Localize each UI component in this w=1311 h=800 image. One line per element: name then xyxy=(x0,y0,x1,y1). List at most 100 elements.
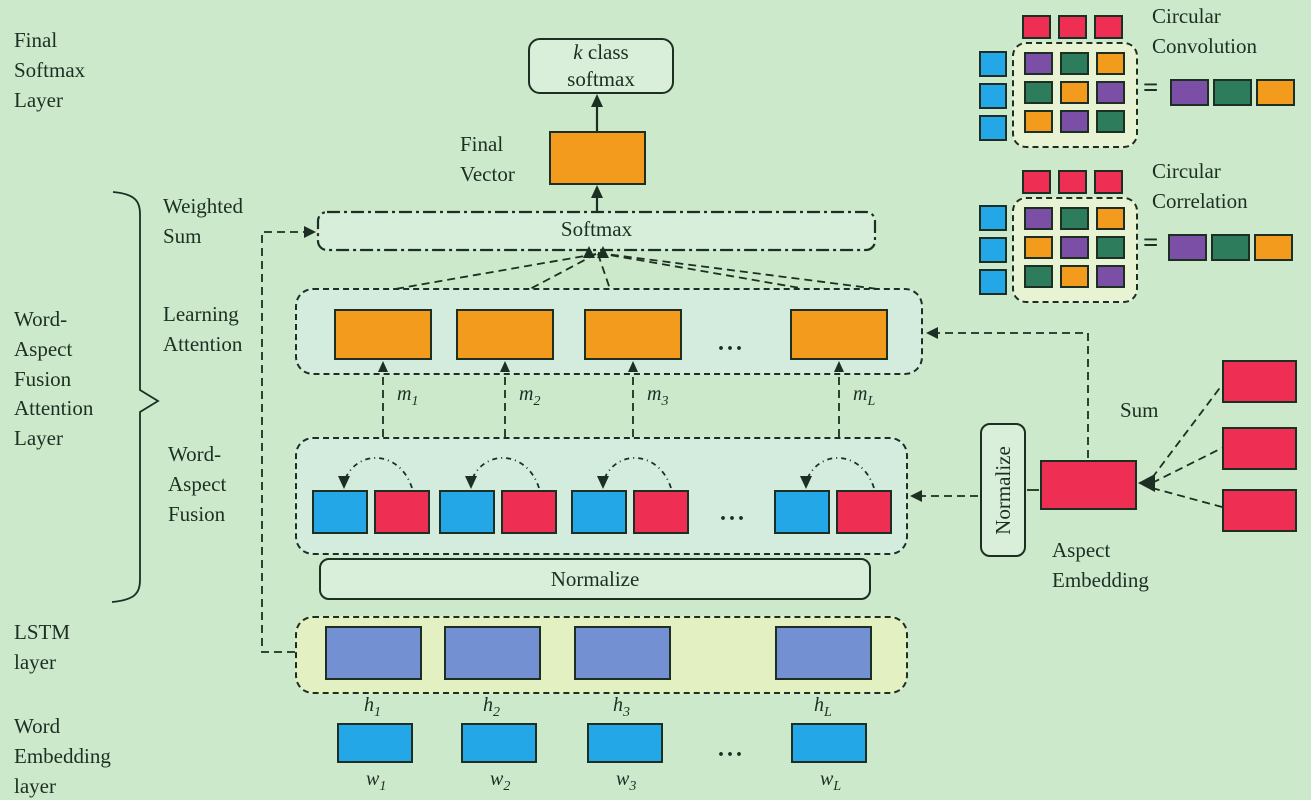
word-aspect-fusion-attention-layer-label: Word- Aspect Fusion Attention Layer xyxy=(14,307,94,451)
w3-label: w3 xyxy=(616,768,637,794)
w1-label: w1 xyxy=(366,768,387,794)
learning-attention-label: Learning Attention xyxy=(163,302,243,356)
purple-square xyxy=(1168,234,1207,261)
blue-square xyxy=(979,83,1007,109)
purple-square xyxy=(1060,110,1089,133)
attention-vector-L xyxy=(790,309,888,360)
green-square xyxy=(1213,79,1252,106)
final-vector-label: Final Vector xyxy=(460,132,515,186)
red-square xyxy=(1022,170,1051,194)
purple-square xyxy=(1096,81,1125,104)
word-embedding-layer-label: Word Embedding layer xyxy=(14,714,111,798)
green-square xyxy=(1060,207,1089,230)
softmax-bar-label: Softmax xyxy=(560,217,633,241)
m1-label: m1 xyxy=(397,383,419,409)
k-symbol: k xyxy=(573,40,583,65)
normalize-bar: Normalize xyxy=(319,558,871,600)
aspect-term-3 xyxy=(1222,489,1297,532)
fusion-word-vector-L xyxy=(774,490,830,534)
circular-convolution-label: Circular Convolution xyxy=(1152,4,1258,58)
convolution-grid xyxy=(1024,52,1125,133)
convolution-top-row xyxy=(1022,15,1123,39)
purple-square xyxy=(1096,265,1125,288)
weighted-sum-label: Weighted Sum xyxy=(163,194,243,248)
blue-square xyxy=(979,115,1007,141)
aspect-embedding-rect xyxy=(1040,460,1137,510)
word-embedding-3 xyxy=(587,723,663,763)
correlation-top-row xyxy=(1022,170,1123,194)
group-brace xyxy=(111,191,160,603)
purple-square xyxy=(1024,52,1053,75)
m2-label: m2 xyxy=(519,383,541,409)
blue-square xyxy=(979,269,1007,295)
orange-square xyxy=(1060,265,1089,288)
aspect-term-2 xyxy=(1222,427,1297,470)
word-aspect-fusion-label: Word- Aspect Fusion xyxy=(168,442,227,526)
fusion-aspect-vector-2 xyxy=(501,490,557,534)
orange-square xyxy=(1024,110,1053,133)
sum-label: Sum xyxy=(1120,398,1159,422)
orange-square xyxy=(1096,207,1125,230)
red-square xyxy=(1022,15,1051,39)
attention-ellipsis: ... xyxy=(718,330,745,356)
fusion-aspect-vector-1 xyxy=(374,490,430,534)
aspect-embedding-label: Aspect Embedding xyxy=(1052,538,1149,592)
purple-square xyxy=(1170,79,1209,106)
word-embedding-1 xyxy=(337,723,413,763)
orange-square xyxy=(1254,234,1293,261)
fusion-word-vector-2 xyxy=(439,490,495,534)
h1-label: h1 xyxy=(364,694,381,720)
attention-vector-1 xyxy=(334,309,432,360)
orange-square xyxy=(1256,79,1295,106)
m3-label: m3 xyxy=(647,383,669,409)
hL-label: hL xyxy=(814,694,832,720)
hidden-state-2 xyxy=(444,626,541,680)
fusion-aspect-vector-L xyxy=(836,490,892,534)
green-square xyxy=(1024,81,1053,104)
mL-label: mL xyxy=(853,383,876,409)
wL-label: wL xyxy=(820,768,842,794)
fusion-ellipsis: ... xyxy=(720,500,747,526)
fusion-word-vector-3 xyxy=(571,490,627,534)
aspect-term-1 xyxy=(1222,360,1297,403)
w2-label: w2 xyxy=(490,768,511,794)
hidden-state-L xyxy=(775,626,872,680)
green-square xyxy=(1060,52,1089,75)
convolution-result xyxy=(1170,79,1295,106)
correlation-left-col xyxy=(979,205,1007,295)
red-square xyxy=(1058,170,1087,194)
convolution-left-col xyxy=(979,51,1007,141)
attention-vector-3 xyxy=(584,309,682,360)
green-square xyxy=(1096,236,1125,259)
green-square xyxy=(1211,234,1250,261)
convolution-equals: = xyxy=(1143,72,1159,102)
hidden-state-3 xyxy=(574,626,671,680)
h3-label: h3 xyxy=(613,694,630,720)
red-square xyxy=(1058,15,1087,39)
green-square xyxy=(1096,110,1125,133)
final-softmax-layer-label: Final Softmax Layer xyxy=(14,28,86,112)
orange-square xyxy=(1060,81,1089,104)
blue-square xyxy=(979,51,1007,77)
red-square xyxy=(1094,15,1123,39)
correlation-result xyxy=(1168,234,1293,261)
circular-correlation-label: Circular Correlation xyxy=(1152,159,1248,213)
lstm-layer-label: LSTM layer xyxy=(14,620,71,674)
purple-square xyxy=(1060,236,1089,259)
blue-square xyxy=(979,205,1007,231)
final-vector-rect xyxy=(549,131,646,185)
word-embedding-L xyxy=(791,723,867,763)
fusion-aspect-vector-3 xyxy=(633,490,689,534)
attention-vector-2 xyxy=(456,309,554,360)
k-class-softmax-box: k class softmax xyxy=(528,38,674,94)
red-square xyxy=(1094,170,1123,194)
orange-square xyxy=(1096,52,1125,75)
correlation-grid xyxy=(1024,207,1125,288)
hidden-state-1 xyxy=(325,626,422,680)
blue-square xyxy=(979,237,1007,263)
orange-square xyxy=(1024,236,1053,259)
purple-square xyxy=(1024,207,1053,230)
green-square xyxy=(1024,265,1053,288)
word-ellipsis: ... xyxy=(718,736,745,762)
